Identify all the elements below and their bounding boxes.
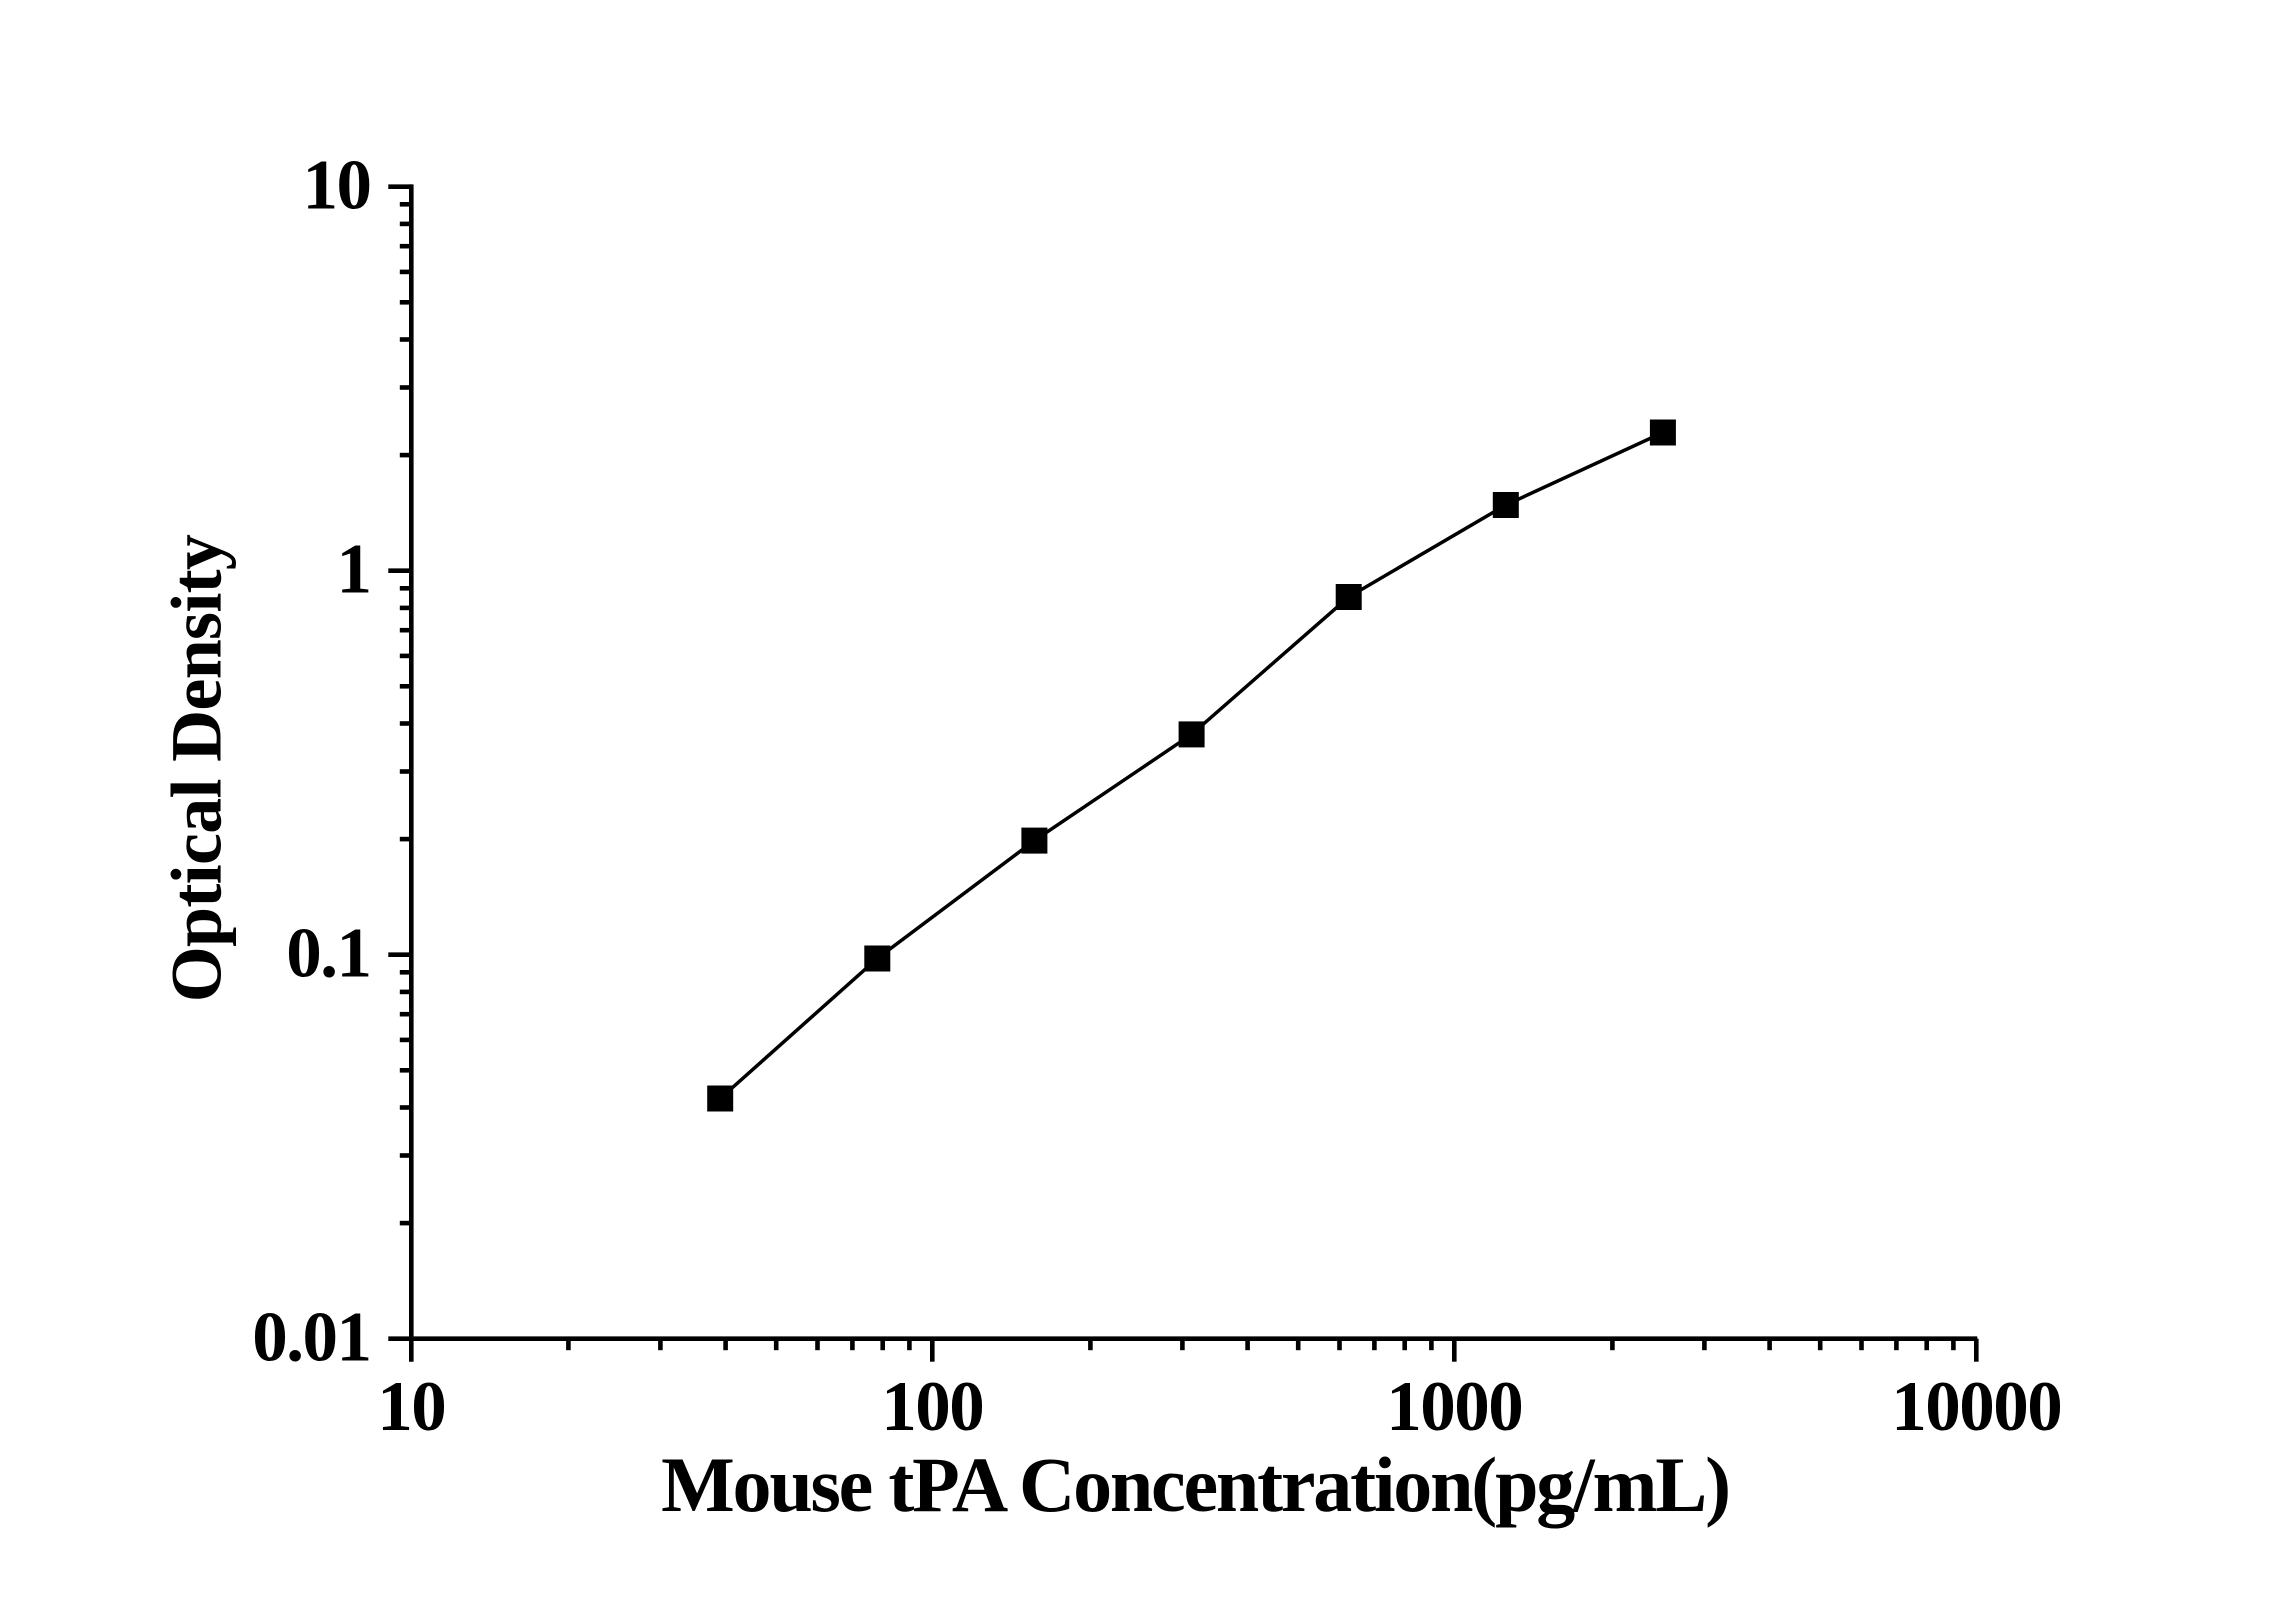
svg-text:0.01: 0.01 [252,1299,370,1377]
svg-text:Mouse tPA Concentration(pg/mL): Mouse tPA Concentration(pg/mL) [661,1441,1729,1528]
svg-text:10: 10 [377,1368,445,1446]
svg-text:10000: 10000 [1891,1368,2061,1446]
svg-text:Optical Density: Optical Density [157,534,237,1002]
svg-text:1: 1 [337,531,371,609]
svg-text:10: 10 [303,147,371,225]
svg-text:1000: 1000 [1386,1368,1522,1446]
svg-text:100: 100 [881,1368,983,1446]
svg-text:0.1: 0.1 [286,915,370,993]
